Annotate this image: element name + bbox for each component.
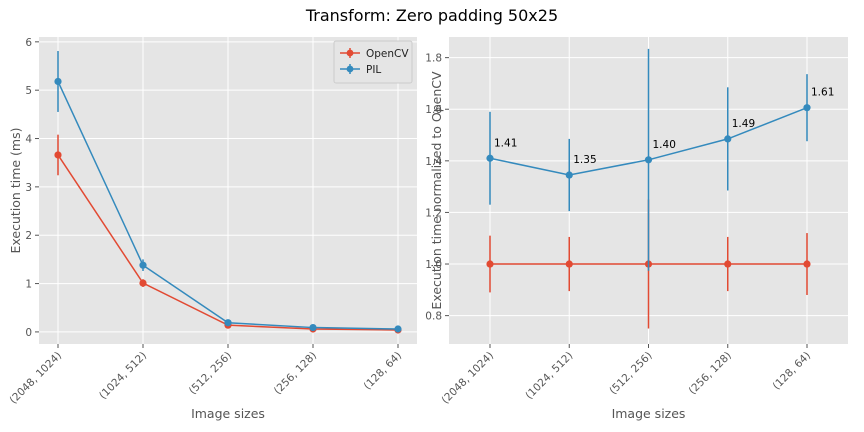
x-tick-label: (256, 128) (687, 350, 734, 397)
figure-title: Transform: Zero padding 50x25 (305, 6, 558, 25)
y-tick-label: 6 (25, 37, 32, 49)
y-tick-label: 0 (25, 327, 32, 339)
y-tick-label: 1.6 (425, 104, 442, 116)
x-tick-label: (512, 256) (607, 350, 654, 397)
y-tick-label: 0.8 (425, 311, 442, 323)
x-tick-label: (256, 128) (272, 350, 319, 397)
data-label: 1.61 (811, 87, 834, 99)
x-tick-label: (128, 64) (361, 350, 404, 393)
y-tick-label: 1.8 (425, 53, 442, 65)
y-tick-label: 1 (25, 279, 32, 291)
x-tick-label: (512, 256) (187, 350, 234, 397)
data-point (54, 151, 62, 159)
x-tick-label: (128, 64) (770, 350, 813, 393)
data-point (54, 77, 62, 86)
y-axis-label: Execution time normalized to OpenCV (429, 71, 444, 310)
y-tick-label: 1.2 (425, 207, 442, 219)
data-point (139, 279, 147, 287)
data-label: 1.35 (573, 154, 596, 166)
y-tick-label: 2 (25, 230, 32, 242)
data-point (565, 171, 573, 179)
legend-box (333, 40, 413, 84)
left-chart: 0 1 2 3 4 5 6 (2048, 1024) (1024, 512) (512, 256)… (7, 37, 417, 421)
data-label: 1.41 (494, 137, 517, 149)
data-point (224, 319, 232, 327)
legend-marker (346, 49, 354, 57)
data-point (565, 260, 573, 268)
y-tick-label: 3 (25, 182, 32, 194)
x-tick-label: (1024, 512) (97, 350, 149, 402)
y-tick-label: 5 (25, 85, 32, 97)
legend-label: OpenCV (366, 48, 409, 60)
y-tick-label: 1.4 (425, 156, 442, 168)
data-point (486, 260, 494, 268)
x-axis-label: Image sizes (612, 406, 686, 421)
data-point (803, 104, 811, 112)
data-label: 1.49 (732, 118, 755, 130)
data-point (486, 154, 494, 162)
data-point (309, 323, 317, 332)
data-point (803, 260, 811, 268)
right-chart: 0.8 1.0 1.2 1.4 1.6 1.8 (2048, 1024) (1024, 512… (425, 37, 848, 421)
x-axis-label: Image sizes (191, 406, 265, 421)
legend-marker (346, 65, 354, 73)
data-point (139, 261, 147, 269)
y-axis-label: Execution time (ms) (8, 128, 23, 254)
x-tick-label: (2048, 1024) (439, 350, 496, 407)
y-tick-label: 4 (25, 134, 32, 146)
y-tick-label: 1.0 (425, 259, 442, 271)
data-point (394, 325, 402, 333)
data-label: 1.40 (653, 139, 676, 151)
legend-label: PIL (366, 64, 381, 76)
x-tick-label: (1024, 512) (523, 350, 575, 402)
data-point (644, 156, 653, 164)
x-tick-label: (2048, 1024) (7, 350, 64, 407)
data-point (724, 260, 732, 268)
data-point (724, 135, 732, 143)
